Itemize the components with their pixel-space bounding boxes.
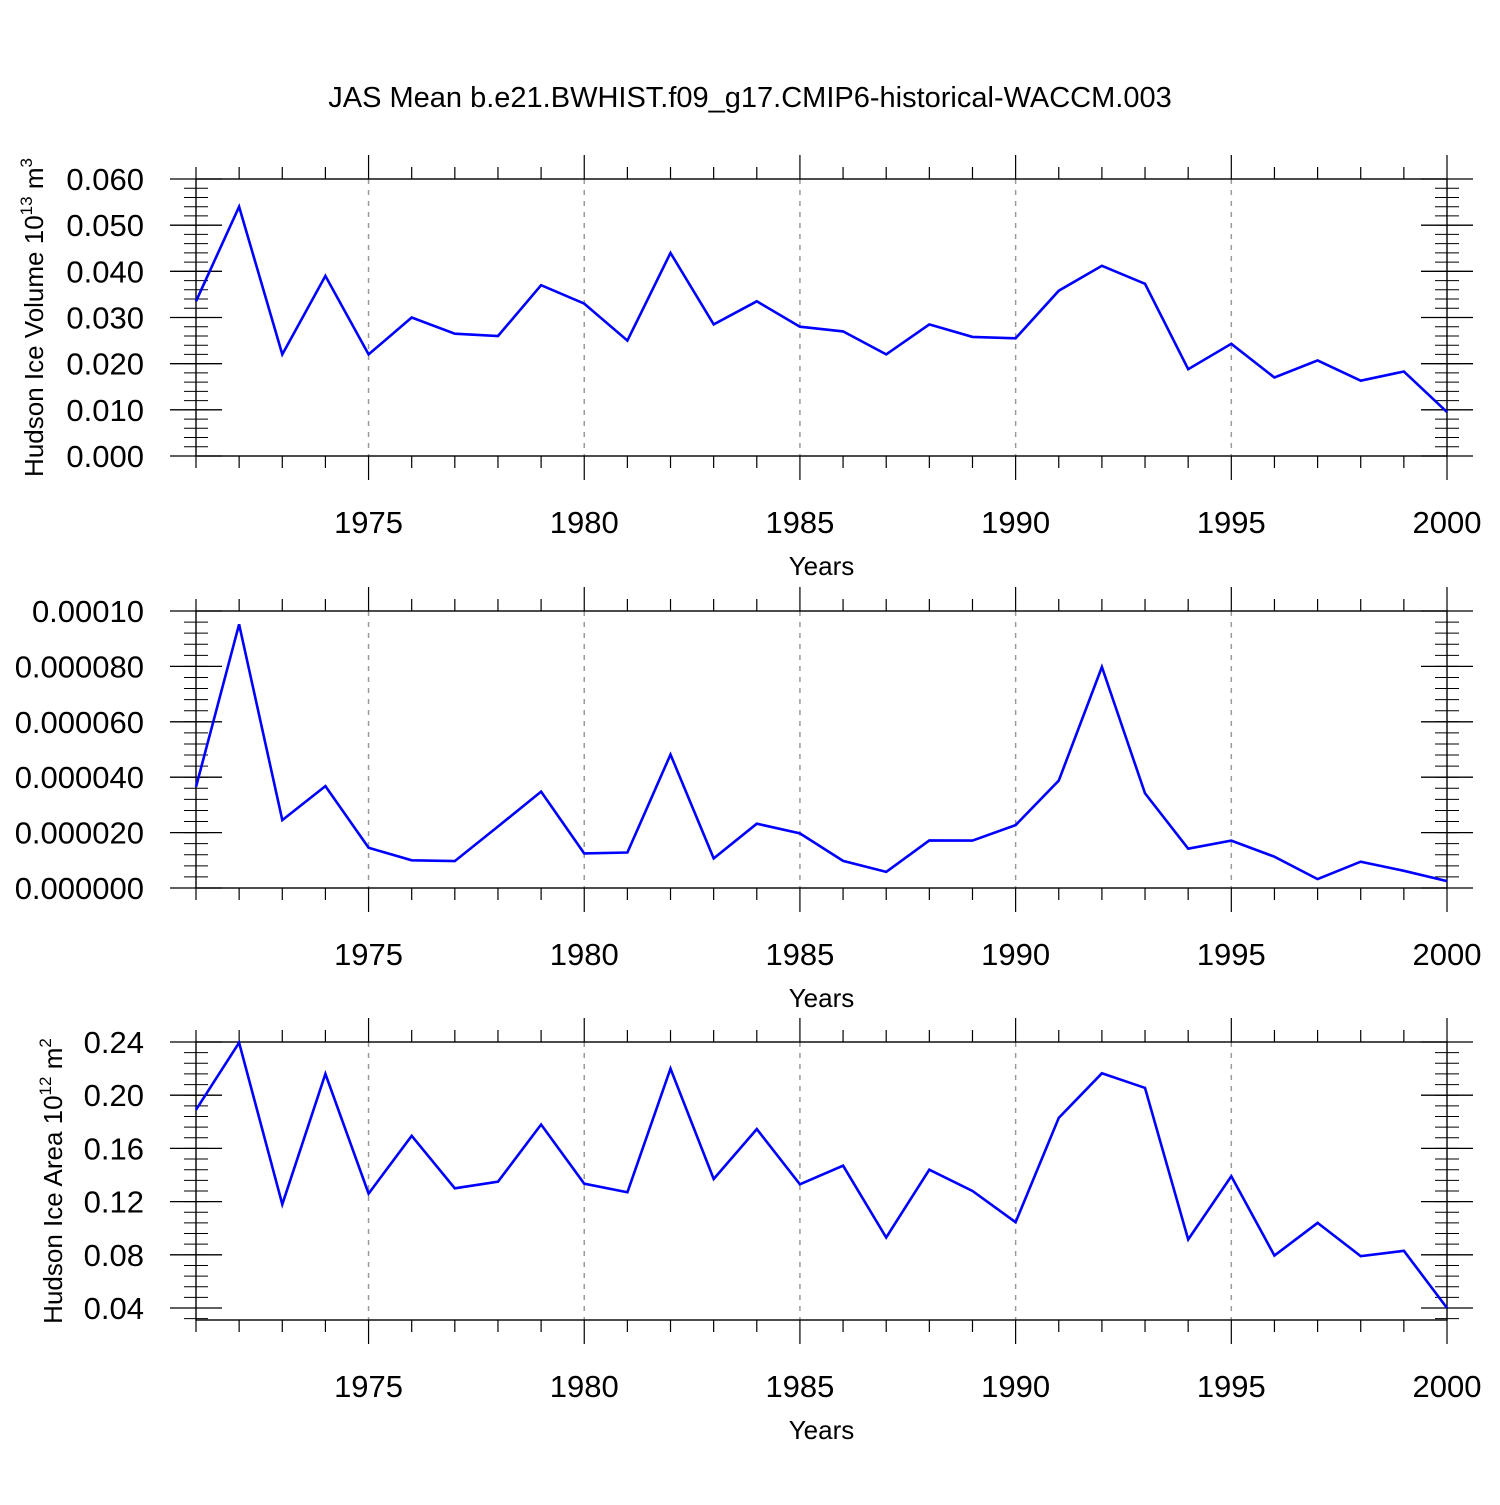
x-tick-label: 1980 xyxy=(550,505,619,540)
x-tick-label: 1975 xyxy=(334,937,403,972)
y-tick-label: 0.000040 xyxy=(15,760,144,795)
y-axis-label-part: 2 xyxy=(36,1038,55,1047)
x-axis-label: Years xyxy=(789,1415,855,1445)
y-axis-label-part: Hudson Ice Area 10 xyxy=(38,1095,68,1323)
x-tick-label: 1995 xyxy=(1197,937,1266,972)
y-tick-label: 0.16 xyxy=(84,1131,144,1166)
y-tick-label: 0.00010 xyxy=(32,594,144,629)
y-axis-label-part: 12 xyxy=(36,1077,55,1096)
x-tick-label: 1995 xyxy=(1197,505,1266,540)
panel-3: 0.04 0.08 0.12 0.16 0.20 0.24 1975 1980 1985 1990… xyxy=(36,1018,1481,1445)
y-axis-label: Hudson Ice Volume 1013 m3 xyxy=(17,158,49,477)
x-tick-label: 1980 xyxy=(550,1369,619,1404)
x-tick-label: 1985 xyxy=(765,505,834,540)
y-tick-label: 0.000020 xyxy=(15,816,144,851)
y-axis-label-part: m xyxy=(38,1048,68,1077)
y-tick-label: 0.12 xyxy=(84,1185,144,1220)
x-tick-label: 2000 xyxy=(1413,1369,1482,1404)
y-axis-label-part: 3 xyxy=(17,158,36,167)
y-tick-label: 0.000000 xyxy=(15,871,144,906)
figure-title: JAS Mean b.e21.BWHIST.f09_g17.CMIP6-hist… xyxy=(328,82,1171,114)
y-tick-label: 0.000060 xyxy=(15,705,144,740)
x-axis-label: Years xyxy=(789,551,855,581)
series-line xyxy=(194,1039,1449,1309)
x-axis-label: Years xyxy=(789,983,855,1013)
y-tick-label: 0.000080 xyxy=(15,649,144,684)
y-tick-label: 0.060 xyxy=(66,162,144,197)
y-tick-label: 0.08 xyxy=(84,1238,144,1273)
y-axis-label-part: m xyxy=(19,168,49,197)
x-tick-label: 1990 xyxy=(981,1369,1050,1404)
x-tick-label: 1990 xyxy=(981,937,1050,972)
x-tick-label: 1980 xyxy=(550,937,619,972)
y-axis-label-part: 13 xyxy=(17,196,36,215)
y-axis-label: Hudson Ice Area 1012 m2 xyxy=(36,1038,68,1324)
panel-1: 0.000 0.010 0.020 0.030 0.040 0.050 0.060 1975 1… xyxy=(17,155,1481,581)
y-tick-label: 0.050 xyxy=(66,208,144,243)
plot-frame xyxy=(195,1041,1448,1321)
x-tick-label: 2000 xyxy=(1413,937,1482,972)
series-line xyxy=(194,623,1448,883)
x-tick-label: 1985 xyxy=(765,937,834,972)
y-tick-label: 0.24 xyxy=(84,1025,144,1060)
series-line xyxy=(194,202,1448,414)
x-tick-label: 1985 xyxy=(765,1369,834,1404)
plot-frame xyxy=(195,610,1448,889)
plot-frame xyxy=(195,178,1448,457)
x-tick-label: 1975 xyxy=(334,505,403,540)
y-tick-label: 0.010 xyxy=(66,393,144,428)
x-tick-label: 1990 xyxy=(981,505,1050,540)
y-axis-label-part: Hudson Ice Volume 10 xyxy=(19,215,49,477)
y-tick-label: 0.000 xyxy=(66,439,144,474)
y-tick-label: 0.030 xyxy=(66,301,144,336)
y-tick-label: 0.020 xyxy=(66,347,144,382)
y-tick-label: 0.04 xyxy=(84,1291,144,1326)
y-tick-label: 0.040 xyxy=(66,254,144,289)
x-tick-label: 2000 xyxy=(1413,505,1482,540)
y-tick-label: 0.20 xyxy=(84,1078,144,1113)
x-tick-label: 1975 xyxy=(334,1369,403,1404)
panel-2: 0.000000 0.000020 0.000040 0.000060 0.000080… xyxy=(15,587,1482,1013)
x-tick-label: 1995 xyxy=(1197,1369,1266,1404)
